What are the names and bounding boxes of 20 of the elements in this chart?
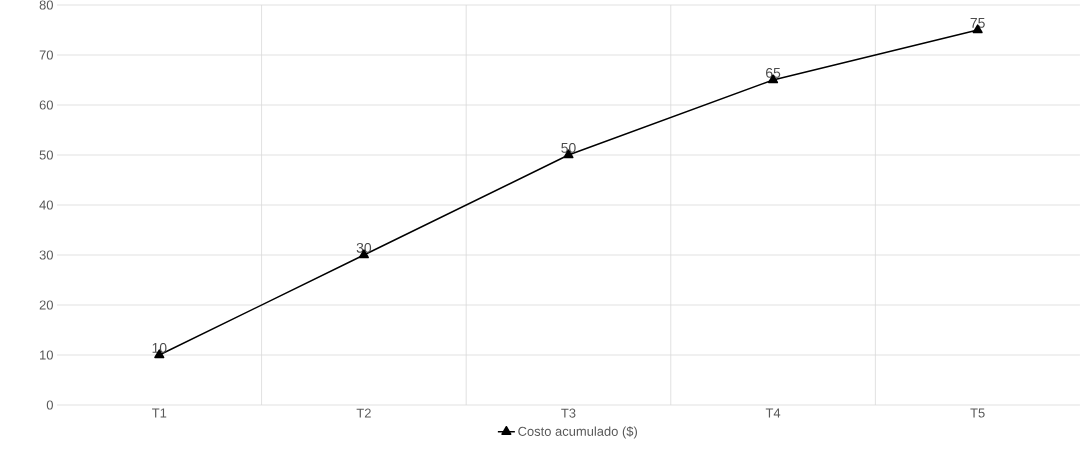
data-label: 30 [356, 242, 372, 253]
data-label: 75 [970, 18, 985, 28]
y-tick-label: 10 [40, 350, 53, 360]
x-tick-label: T2 [356, 408, 371, 418]
y-tick-label: 80 [39, 0, 53, 10]
data-label: 65 [766, 67, 781, 78]
legend-label: Costo acumulado ($) [518, 426, 637, 439]
y-tick-label: 0 [46, 400, 53, 410]
y-tick-label: 30 [39, 250, 53, 260]
y-tick-label: 70 [39, 50, 53, 60]
y-tick-label: 60 [39, 100, 53, 110]
x-tick-label: T4 [765, 408, 781, 418]
data-label: 10 [152, 342, 167, 353]
y-tick-label: 50 [39, 150, 53, 160]
x-tick-label: T5 [970, 408, 985, 418]
y-tick-label: 40 [39, 200, 53, 210]
y-tick-label: 20 [39, 300, 53, 310]
x-tick-label: T3 [561, 408, 576, 418]
x-tick-label: T1 [152, 408, 167, 418]
data-label: 50 [561, 142, 576, 153]
